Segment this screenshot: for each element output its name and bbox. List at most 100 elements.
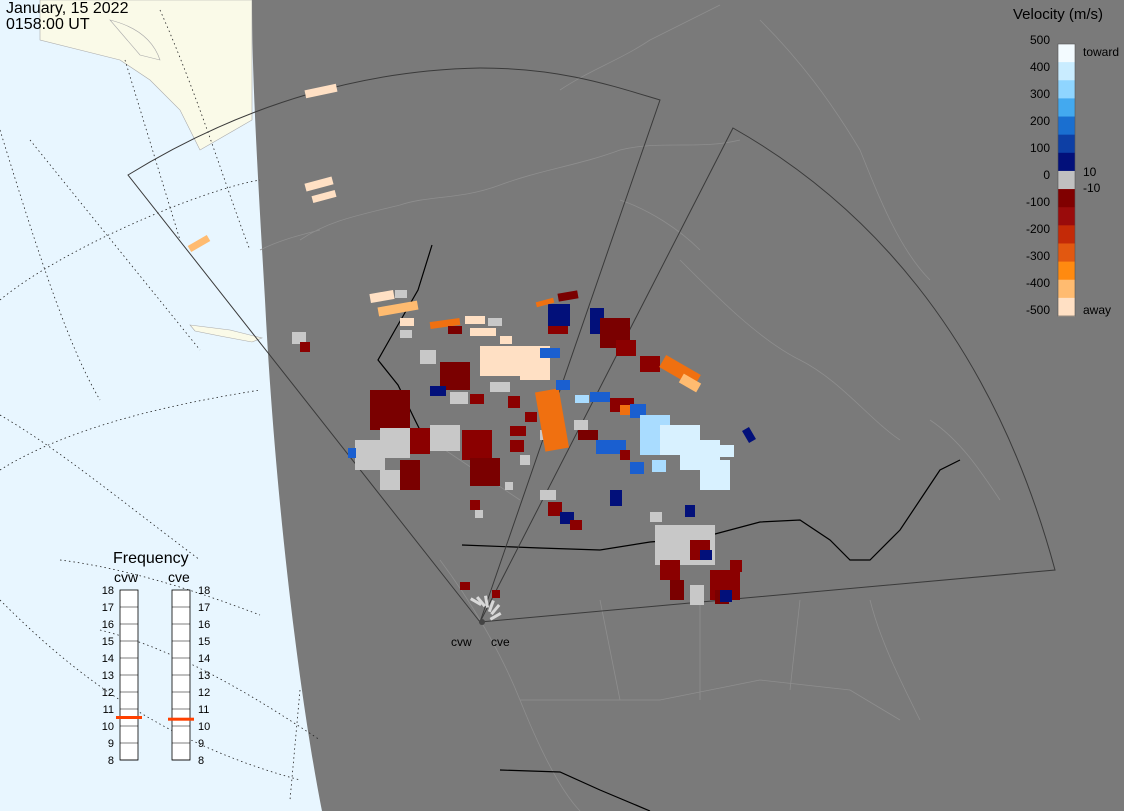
velocity-cell (400, 460, 420, 490)
velocity-cell (700, 460, 730, 490)
velocity-cell (187, 234, 211, 253)
colorbar-tick-label: 500 (1029, 33, 1050, 47)
velocity-cell (685, 505, 695, 517)
velocity-cell (690, 585, 704, 605)
colorbar-swatch (1058, 62, 1075, 81)
velocity-cell (730, 560, 742, 572)
velocity-cell (575, 395, 589, 403)
colorbar-swatch (1058, 207, 1075, 226)
velocity-cell (304, 176, 334, 192)
colorbar-tick-label: -300 (1025, 249, 1050, 263)
fov-cve (479, 127, 1056, 623)
site-label-cve: cve (491, 635, 510, 649)
velocity-cell (510, 426, 526, 436)
velocity-cell (578, 430, 598, 440)
velocity-cell (476, 596, 487, 608)
fov-cvw (127, 67, 661, 624)
colorbar-swatch (1058, 170, 1075, 190)
time-label: 0158:00 UT (6, 16, 90, 33)
radar-name-cve: cve (168, 569, 190, 585)
frequency-label-cvw: 15 (101, 636, 114, 648)
colorbar-title: Velocity (m/s) (1013, 6, 1104, 23)
velocity-cell (540, 348, 560, 358)
colorbar-tick-label: -500 (1025, 303, 1050, 317)
velocity-cell (660, 560, 680, 580)
velocity-cell (488, 318, 502, 326)
frequency-marker-cvw (116, 716, 142, 719)
velocity-cell (475, 510, 483, 518)
site-label-cvw: cvw (451, 635, 472, 649)
velocity-cell (548, 326, 568, 334)
colorbar-tick-label: 0 (1043, 168, 1050, 182)
radar-site-marker (479, 619, 485, 625)
velocity-cell (556, 380, 570, 390)
colorbar-toward-label: toward (1083, 45, 1120, 59)
country-borders (377, 244, 961, 811)
frequency-label-cvw: 12 (101, 687, 114, 699)
colorbar-swatch (1058, 243, 1075, 263)
velocity-cell (700, 550, 712, 560)
velocity-cell (450, 392, 468, 404)
velocity-cell (370, 390, 410, 430)
colorbar-swatch (1058, 152, 1075, 172)
frequency-label-cve: 10 (198, 721, 211, 733)
frequency-label-cve: 9 (198, 738, 205, 750)
velocity-cell (465, 316, 485, 324)
frequency-label-cve: 12 (198, 687, 211, 699)
velocity-cell (505, 482, 513, 490)
velocity-cell (557, 290, 579, 302)
velocity-cell (650, 512, 662, 522)
velocity-cell (400, 330, 412, 338)
colorbar-swatch (1058, 44, 1075, 63)
velocity-cell (470, 328, 496, 336)
colorbar-swatch (1058, 189, 1075, 208)
frequency-label-cve: 11 (198, 704, 210, 716)
velocity-cell (525, 412, 537, 422)
velocity-cells (187, 83, 756, 621)
colorbar-swatch (1058, 98, 1075, 118)
aleutian-islands (189, 324, 263, 343)
velocity-cell (369, 289, 395, 304)
frequency-label-cve: 18 (198, 585, 211, 597)
velocity-cell (620, 450, 630, 460)
velocity-cell (470, 458, 500, 486)
frequency-label-cvw: 17 (101, 602, 114, 614)
velocity-cell (355, 440, 385, 470)
velocity-cell (520, 455, 530, 465)
colorbar-tick-label: 100 (1029, 141, 1050, 155)
velocity-cell (548, 502, 562, 516)
velocity-cell (489, 612, 502, 621)
velocity-cell (508, 396, 520, 408)
velocity-cell (400, 318, 414, 326)
velocity-cell (300, 342, 310, 352)
velocity-cell (292, 332, 306, 344)
velocity-cell (377, 300, 419, 317)
velocity-colorbar (1057, 43, 1076, 317)
colorbar-tick-label: -200 (1025, 222, 1050, 236)
date-label: January, 15 2022 (6, 0, 129, 17)
frequency-label-cve: 16 (198, 619, 211, 631)
velocity-cell (540, 490, 556, 500)
colorbar-swatch (1058, 80, 1075, 99)
radar-name-cvw: cvw (114, 569, 139, 585)
colorbar-tick-label: 200 (1029, 114, 1050, 128)
colorbar-tick-label: 300 (1029, 87, 1050, 101)
velocity-cell (470, 597, 482, 607)
velocity-cell (483, 595, 490, 608)
velocity-cell (487, 600, 495, 613)
colorbar-swatch (1058, 134, 1075, 154)
velocity-cell (420, 350, 436, 364)
velocity-cell (590, 392, 610, 402)
frequency-label-cvw: 11 (102, 704, 114, 716)
colorbar-swatch (1058, 279, 1075, 299)
frequency-label-cvw: 8 (107, 755, 114, 767)
frequency-label-cvw: 16 (101, 619, 114, 631)
velocity-cell (670, 580, 684, 600)
velocity-cell (490, 382, 510, 392)
frequency-label-cvw: 10 (101, 721, 114, 733)
frequency-label-cve: 15 (198, 636, 211, 648)
velocity-cell (380, 470, 400, 490)
frequency-label-cve: 14 (198, 653, 211, 665)
velocity-cell (500, 336, 512, 344)
